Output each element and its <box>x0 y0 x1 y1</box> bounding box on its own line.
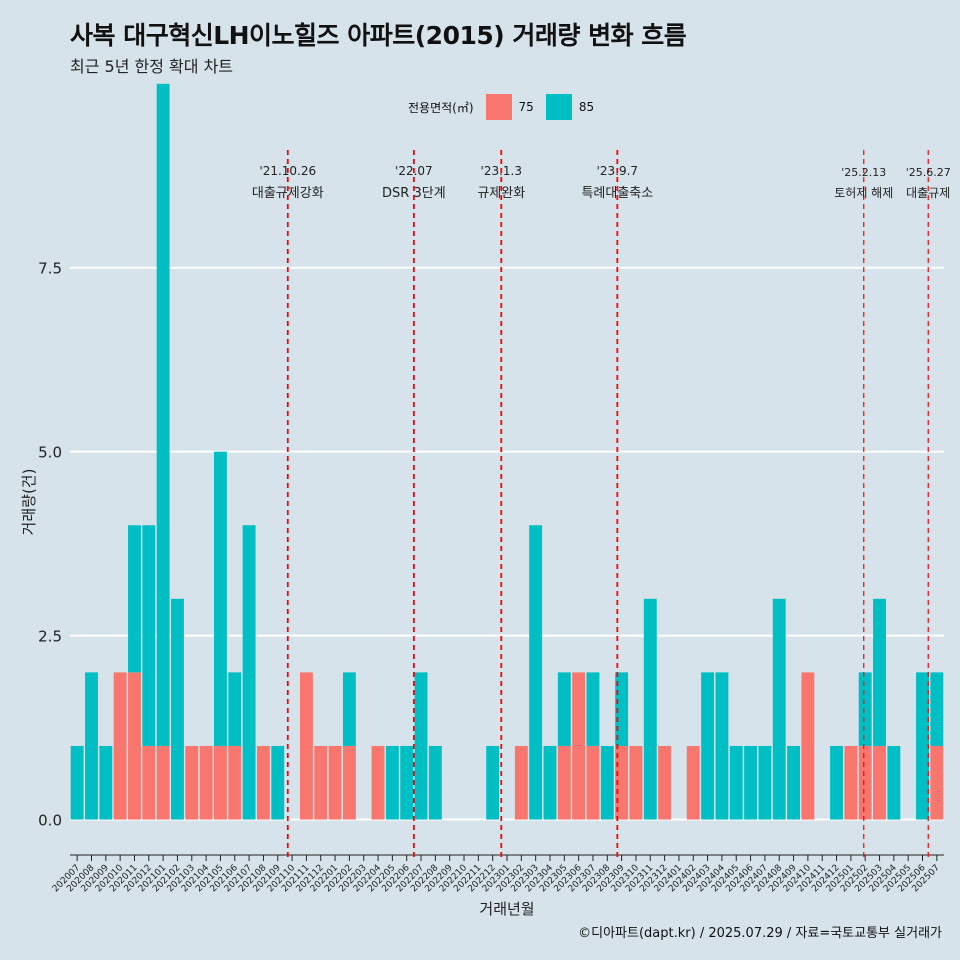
bar-75-202011 <box>128 672 141 820</box>
bar-85-202412 <box>830 745 843 820</box>
legend-label-75: 75 <box>518 100 534 114</box>
bar-75-202305 <box>557 745 571 820</box>
y-tick-labels: 0.0 2.5 5.0 7.5 <box>38 260 62 830</box>
bar-85-202105 <box>213 451 227 746</box>
bar-85-202409 <box>787 745 801 820</box>
bar-85-202011 <box>128 525 141 673</box>
event-label: 대출규제강화 <box>252 186 324 201</box>
event-label: 대출규제 <box>906 186 950 200</box>
bar-75-202010 <box>113 672 127 820</box>
bar-85-202106 <box>228 672 242 746</box>
event-label: 규제완화 <box>477 186 525 201</box>
bar-85-202207 <box>414 672 428 820</box>
bar-85-202308 <box>600 745 614 820</box>
bar-75-202502 <box>858 745 872 820</box>
event-label: 특례대출축소 <box>581 186 653 201</box>
bar-85-202102 <box>171 598 184 820</box>
legend-label-85: 85 <box>578 100 595 114</box>
bar-85-202311 <box>643 598 657 820</box>
bar-85-202008 <box>85 672 98 820</box>
bar-85-202107 <box>242 525 256 820</box>
bar-85-202506 <box>916 672 929 820</box>
legend-swatch-85 <box>545 94 572 120</box>
bar-85-202303 <box>529 525 543 820</box>
x-tick-labels: 2020072020082020092020102020112020122021… <box>51 863 942 895</box>
bar-85-202502 <box>858 672 872 746</box>
bar-85-202404 <box>715 672 729 820</box>
bar-75-202111 <box>299 672 313 820</box>
bar-85-202212 <box>486 745 500 820</box>
bar-85-202208 <box>428 745 442 820</box>
bars <box>70 83 944 820</box>
bar-85-202012 <box>142 525 156 746</box>
bar-85-202507 <box>930 672 944 746</box>
x-axis-title: 거래년월 <box>479 900 534 918</box>
event-label: DSR 3단계 <box>382 186 446 201</box>
event-date: '25.6.27 <box>906 166 951 179</box>
bar-85-202407 <box>758 745 772 820</box>
x-axis <box>70 854 944 861</box>
event-date: '23.9.7 <box>597 164 638 178</box>
bar-85-202307 <box>586 672 600 746</box>
bar-85-202304 <box>543 745 557 820</box>
bar-75-202108 <box>256 745 270 820</box>
chart-title: 사복 대구혁신LH이노힐즈 아파트(2015) 거래량 변화 흐름 <box>70 21 687 50</box>
event-date: '23.1.3 <box>481 164 522 178</box>
bar-75-202501 <box>844 745 858 820</box>
bar-85-202406 <box>744 745 758 820</box>
y-tick-label: 2.5 <box>38 628 62 646</box>
chart-subtitle: 최근 5년 한정 확대 차트 <box>70 57 234 76</box>
bar-85-202009 <box>99 745 113 820</box>
bar-75-202201 <box>328 745 342 820</box>
bar-75-202310 <box>629 745 643 820</box>
legend-swatch-75 <box>485 94 512 120</box>
legend: 전용면적(㎡) 75 85 <box>408 92 598 122</box>
bar-85-202007 <box>70 745 84 820</box>
bar-85-202101 <box>156 83 170 746</box>
bar-85-202405 <box>729 745 743 820</box>
bar-75-202106 <box>228 745 242 820</box>
bar-85-202305 <box>557 672 571 746</box>
source-caption: ©디아파트(dapt.kr) / 2025.07.29 / 자료=국토교통부 실… <box>578 926 942 941</box>
bar-75-202204 <box>371 745 385 820</box>
bar-75-202103 <box>185 745 199 820</box>
bar-75-202012 <box>142 745 156 820</box>
bar-85-202503 <box>873 598 886 746</box>
bar-75-202307 <box>586 745 600 820</box>
bar-75-202312 <box>658 745 672 820</box>
y-tick-label: 5.0 <box>38 444 62 462</box>
bar-75-202112 <box>314 745 328 820</box>
bar-75-202410 <box>801 672 815 820</box>
bar-85-202109 <box>271 745 285 820</box>
bar-75-202302 <box>514 745 528 820</box>
bar-75-202105 <box>213 745 227 820</box>
bar-75-202507 <box>930 745 944 820</box>
y-tick-label: 0.0 <box>38 812 62 830</box>
y-axis-title: 거래량(건) <box>20 469 38 536</box>
event-date: '22.07 <box>395 164 433 178</box>
legend-title: 전용면적(㎡) <box>408 100 474 115</box>
bar-85-202205 <box>385 745 399 820</box>
bar-85-202408 <box>772 598 786 820</box>
event-annotations: '21.10.26 대출규제강화 '22.07 DSR 3단계 '23.1.3 규제완화 '… <box>252 150 951 860</box>
bar-75-202104 <box>199 745 213 820</box>
bar-75-202503 <box>873 745 886 820</box>
bar-85-202202 <box>342 672 356 746</box>
bar-85-202403 <box>701 672 715 820</box>
bar-85-202309 <box>615 672 629 746</box>
y-tick-label: 7.5 <box>38 260 62 278</box>
event-label: 토허제 해제 <box>834 186 893 200</box>
event-date: '25.2.13 <box>841 166 886 179</box>
event-date: '21.10.26 <box>259 164 316 178</box>
bar-75-202402 <box>686 745 700 820</box>
bar-85-202504 <box>887 745 901 820</box>
bar-75-202202 <box>342 745 356 820</box>
bar-75-202306 <box>572 672 586 820</box>
bar-75-202101 <box>156 745 170 820</box>
bar-75-202309 <box>615 745 629 820</box>
bar-85-202206 <box>400 745 414 820</box>
